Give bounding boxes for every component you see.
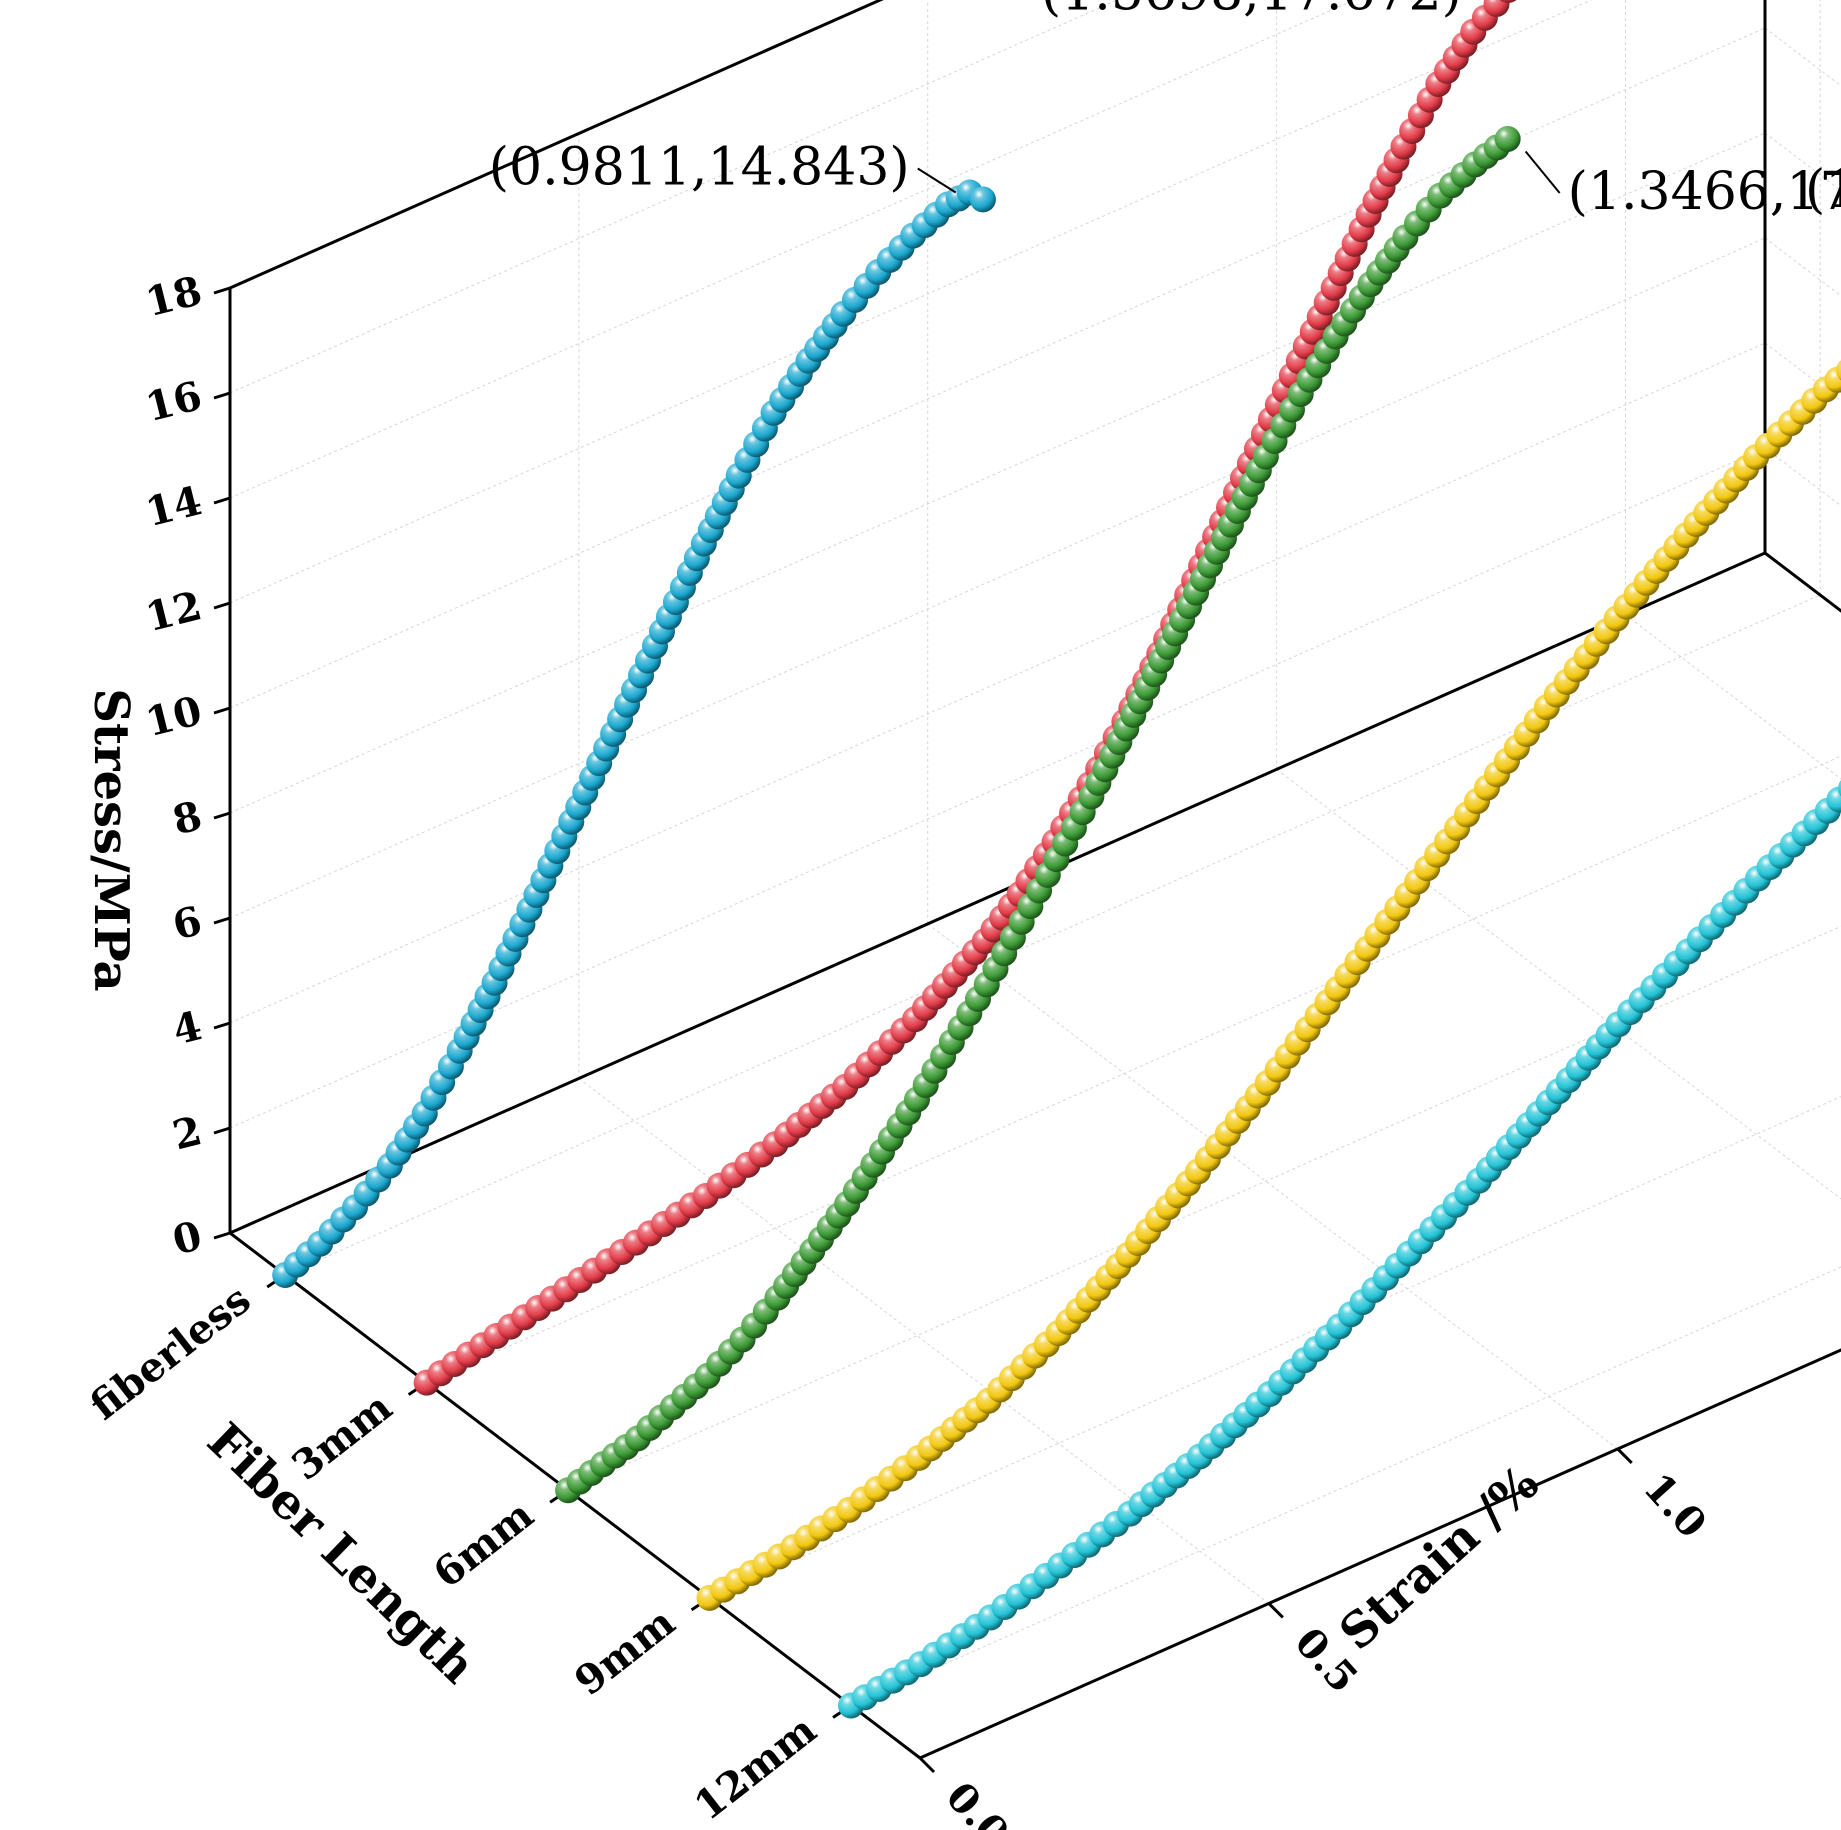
category-tick-label: 6mm <box>425 1491 543 1597</box>
data-point <box>969 186 996 213</box>
x-tick-label: 1.0 <box>1634 1464 1715 1547</box>
grid-line <box>229 27 1766 709</box>
data-point <box>1483 0 1510 17</box>
box-edge <box>1765 0 1841 133</box>
grid-line <box>578 1078 1270 1604</box>
box-edge <box>229 551 1766 1235</box>
series-6mm <box>555 125 1521 1504</box>
annotation-leader <box>1524 150 1561 194</box>
z-tick <box>213 916 231 925</box>
grid-line <box>1764 27 1841 87</box>
peak-annotation: (1.3466,17.811) <box>1568 162 1841 222</box>
category-tick-label: 12mm <box>686 1706 826 1829</box>
grid-line <box>1764 237 1841 297</box>
series-12mm <box>838 780 1841 1719</box>
data-point <box>1836 360 1841 381</box>
peak-annotation: (1.8431,14.498) <box>1805 160 1841 220</box>
z-tick-label: 8 <box>168 792 206 844</box>
z-tick <box>213 1126 231 1135</box>
z-tick <box>213 1231 231 1240</box>
series-layer <box>272 0 1841 1719</box>
category-tick-label: fiberless <box>81 1276 259 1430</box>
annotation-leader <box>917 167 957 194</box>
z-tick-label: 18 <box>141 267 206 326</box>
z-tick <box>213 496 231 505</box>
z-tick <box>213 811 231 820</box>
grid-line <box>229 0 1356 499</box>
z-tick-label: 4 <box>168 1002 206 1054</box>
data-point <box>1838 780 1841 797</box>
grid-line <box>1276 768 1841 1200</box>
peak-annotation: (0.9811,14.843) <box>489 137 910 197</box>
grid-line <box>927 923 1619 1450</box>
grid-line <box>229 132 1766 814</box>
z-tick-label: 14 <box>141 477 206 536</box>
z-tick <box>213 391 231 400</box>
series-9mm <box>696 360 1841 1611</box>
grid-line <box>229 447 1766 1129</box>
category-tick-label: 3mm <box>283 1383 401 1489</box>
data-point <box>1826 786 1841 813</box>
grid-line <box>229 0 1593 604</box>
z-tick <box>213 1021 231 1030</box>
data-point <box>1499 0 1517 4</box>
z-tick <box>213 706 231 715</box>
z-tick-label: 12 <box>141 582 206 641</box>
z-tick <box>213 601 231 610</box>
grid-line <box>1765 0 1841 133</box>
grid-line <box>426 755 1841 1384</box>
z-axis-label: Stress/MPa <box>83 688 139 991</box>
box-edge <box>919 1348 1841 1760</box>
grid-line <box>284 594 1821 1276</box>
z-tick-label: 2 <box>168 1107 206 1159</box>
peak-annotation: (1.5698,17.672) <box>1041 0 1462 23</box>
grid-line <box>1625 614 1841 780</box>
grid-line <box>229 237 1766 919</box>
z-tick-label: 6 <box>168 897 206 949</box>
category-tick-label: 9mm <box>566 1599 684 1705</box>
z-tick-label: 0 <box>168 1212 206 1264</box>
z-tick-label: 16 <box>141 372 206 431</box>
grid-line <box>229 0 882 289</box>
x-tick-label: 0.0 <box>937 1773 1018 1830</box>
data-point <box>1494 125 1521 152</box>
box-edge <box>229 0 884 290</box>
grid-line <box>1764 447 1841 507</box>
x-axis-label: Strain /% <box>1329 1455 1549 1661</box>
x-tick <box>1267 1602 1284 1619</box>
annotations-layer: (0.9811,14.843) (1.5698,17.672) (1.3466,17… <box>489 0 1841 222</box>
grid-line <box>229 0 1119 394</box>
x-tick <box>1616 1447 1633 1464</box>
series-fiberless <box>272 179 996 1288</box>
z-tick <box>213 286 231 295</box>
x-tick <box>918 1756 936 1774</box>
z-tick-label: 10 <box>141 687 206 746</box>
grid-line <box>229 342 1766 1024</box>
